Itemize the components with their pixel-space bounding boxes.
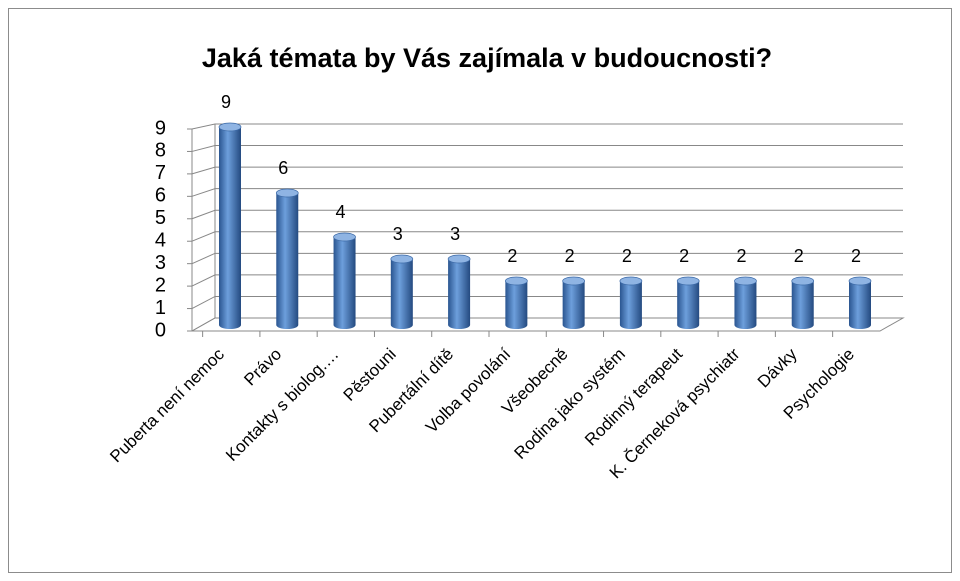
y-tick-label: 5 [155, 207, 166, 229]
bar-top [447, 254, 471, 264]
grid-line [191, 188, 903, 197]
bar [275, 188, 299, 329]
bar-body [219, 127, 241, 329]
bar [734, 276, 757, 329]
grid-line [191, 252, 903, 265]
value-label: 3 [450, 224, 460, 244]
bar [333, 232, 356, 329]
y-tick-label: 9 [155, 117, 166, 139]
bar-body [562, 281, 585, 329]
value-label: 4 [336, 202, 346, 222]
value-label: 2 [565, 246, 575, 266]
value-label: 3 [393, 224, 403, 244]
grid-line [191, 123, 903, 130]
bar-body [390, 259, 413, 329]
bar-top [734, 276, 757, 286]
bar [676, 276, 700, 329]
y-tick-label: 7 [155, 162, 166, 184]
chart-title: Jaká témata by Vás zajímala v budoucnost… [202, 43, 772, 73]
y-tick-label: 6 [155, 185, 166, 207]
bar-top [505, 276, 528, 286]
bar [619, 276, 643, 329]
bar [390, 254, 414, 329]
bar [791, 276, 815, 329]
bar [562, 276, 585, 329]
y-tick-label: 8 [155, 140, 166, 162]
value-label: 2 [794, 246, 804, 266]
bar-body [791, 281, 814, 329]
value-label: 9 [221, 92, 231, 112]
y-tick-label: 3 [155, 252, 166, 274]
bar [447, 254, 471, 329]
bar-top [333, 232, 356, 242]
bar-body [276, 193, 299, 329]
y-tick-label: 0 [155, 319, 166, 341]
bar [505, 276, 528, 329]
bar-top [676, 276, 700, 286]
value-label: 6 [278, 158, 288, 178]
bar-top [390, 254, 414, 264]
value-label: 2 [679, 246, 689, 266]
bar-body [849, 281, 871, 329]
bar-body [333, 237, 356, 329]
bar-top [791, 276, 815, 286]
bar [848, 276, 872, 329]
bar-body [448, 259, 471, 329]
grid-line [191, 145, 903, 152]
value-label: 2 [736, 246, 746, 266]
bar-body [619, 281, 642, 329]
grid-line [191, 166, 903, 175]
grid-line [191, 231, 903, 242]
value-label: 2 [851, 246, 861, 266]
bar-top [218, 122, 242, 132]
bar-top [848, 276, 872, 286]
value-label: 2 [507, 246, 517, 266]
bar-top [275, 188, 299, 198]
value-label: 2 [622, 246, 632, 266]
grid-line [191, 274, 903, 287]
bar-top [619, 276, 643, 286]
y-tick-label: 2 [155, 274, 166, 296]
y-tick-label: 4 [155, 230, 166, 252]
grid-line [191, 295, 903, 309]
bar [218, 122, 242, 329]
grid-line [191, 209, 903, 220]
bar-top [562, 276, 585, 286]
bar-body [734, 281, 757, 329]
bar-body [677, 281, 700, 329]
bar-body [505, 281, 528, 329]
grid-line [191, 317, 903, 332]
y-tick-label: 1 [155, 297, 166, 319]
